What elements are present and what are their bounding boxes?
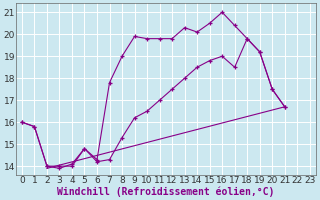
X-axis label: Windchill (Refroidissement éolien,°C): Windchill (Refroidissement éolien,°C): [57, 186, 275, 197]
